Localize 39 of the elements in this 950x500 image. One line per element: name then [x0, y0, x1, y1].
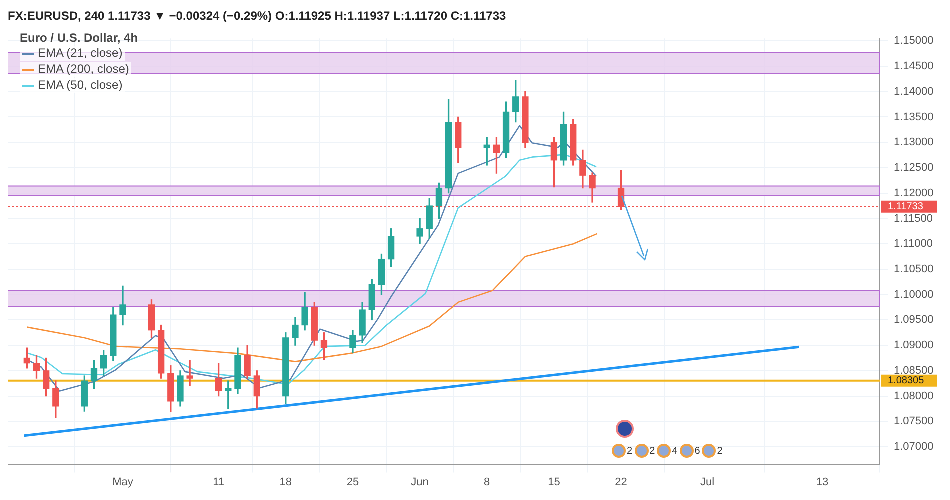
- x-tick-label: 15: [548, 476, 560, 488]
- legend-title: Euro / U.S. Dollar, 4h: [20, 31, 138, 45]
- x-tick-label: May: [112, 476, 134, 488]
- y-tick-label: 1.07500: [894, 416, 934, 428]
- y-tick-label: 1.08000: [894, 390, 934, 402]
- annotation: 6: [694, 446, 700, 456]
- x-tick-label: 8: [484, 476, 490, 488]
- annotation: 2: [650, 446, 656, 456]
- x-tick-label: 18: [280, 476, 292, 488]
- y-tick-label: 1.13000: [894, 136, 934, 149]
- x-tick-label: 22: [615, 476, 628, 488]
- x-tick-label: Jul: [700, 476, 715, 488]
- y-tick-label: 1.15000: [894, 35, 934, 48]
- annotation: 2: [627, 446, 633, 456]
- y-tick-label: 1.12000: [894, 187, 934, 200]
- ref-line-label: 1.08305: [888, 376, 925, 387]
- x-tick-label: 25: [346, 476, 360, 488]
- ref-line-label: 1.11733: [888, 202, 924, 213]
- y-tick-label: 1.10500: [894, 263, 934, 276]
- y-tick-label: 1.14500: [894, 60, 934, 73]
- legend-label: EMA (21, close): [38, 46, 123, 60]
- y-tick-label: 1.09000: [894, 340, 934, 352]
- x-tick-label: 11: [213, 476, 225, 488]
- legend-label: EMA (200, close): [38, 62, 130, 76]
- legend-label: EMA (50, close): [38, 78, 123, 92]
- y-tick-label: 1.10000: [894, 288, 934, 301]
- x-tick-label: 13: [816, 476, 829, 488]
- x-tick-label: Jun: [411, 476, 429, 488]
- annotation: 2: [717, 446, 723, 456]
- annotation: 4: [672, 446, 678, 456]
- y-tick-label: 1.14000: [894, 86, 934, 98]
- y-tick-label: 1.13500: [894, 111, 934, 124]
- y-tick-label: 1.12500: [894, 162, 934, 174]
- chart-title: FX:EURUSD, 240 1.11733 ▼ −0.00324 (−0.29%) O:1.11925 H:1.11937 L:1.11720 C:1.11733: [8, 8, 508, 25]
- y-tick-label: 1.11500: [894, 212, 933, 225]
- y-tick-label: 1.11000: [894, 238, 933, 250]
- y-tick-label: 1.09500: [894, 314, 934, 326]
- y-tick-label: 1.07000: [894, 441, 934, 454]
- y-tick-label: 1.08500: [894, 364, 934, 377]
